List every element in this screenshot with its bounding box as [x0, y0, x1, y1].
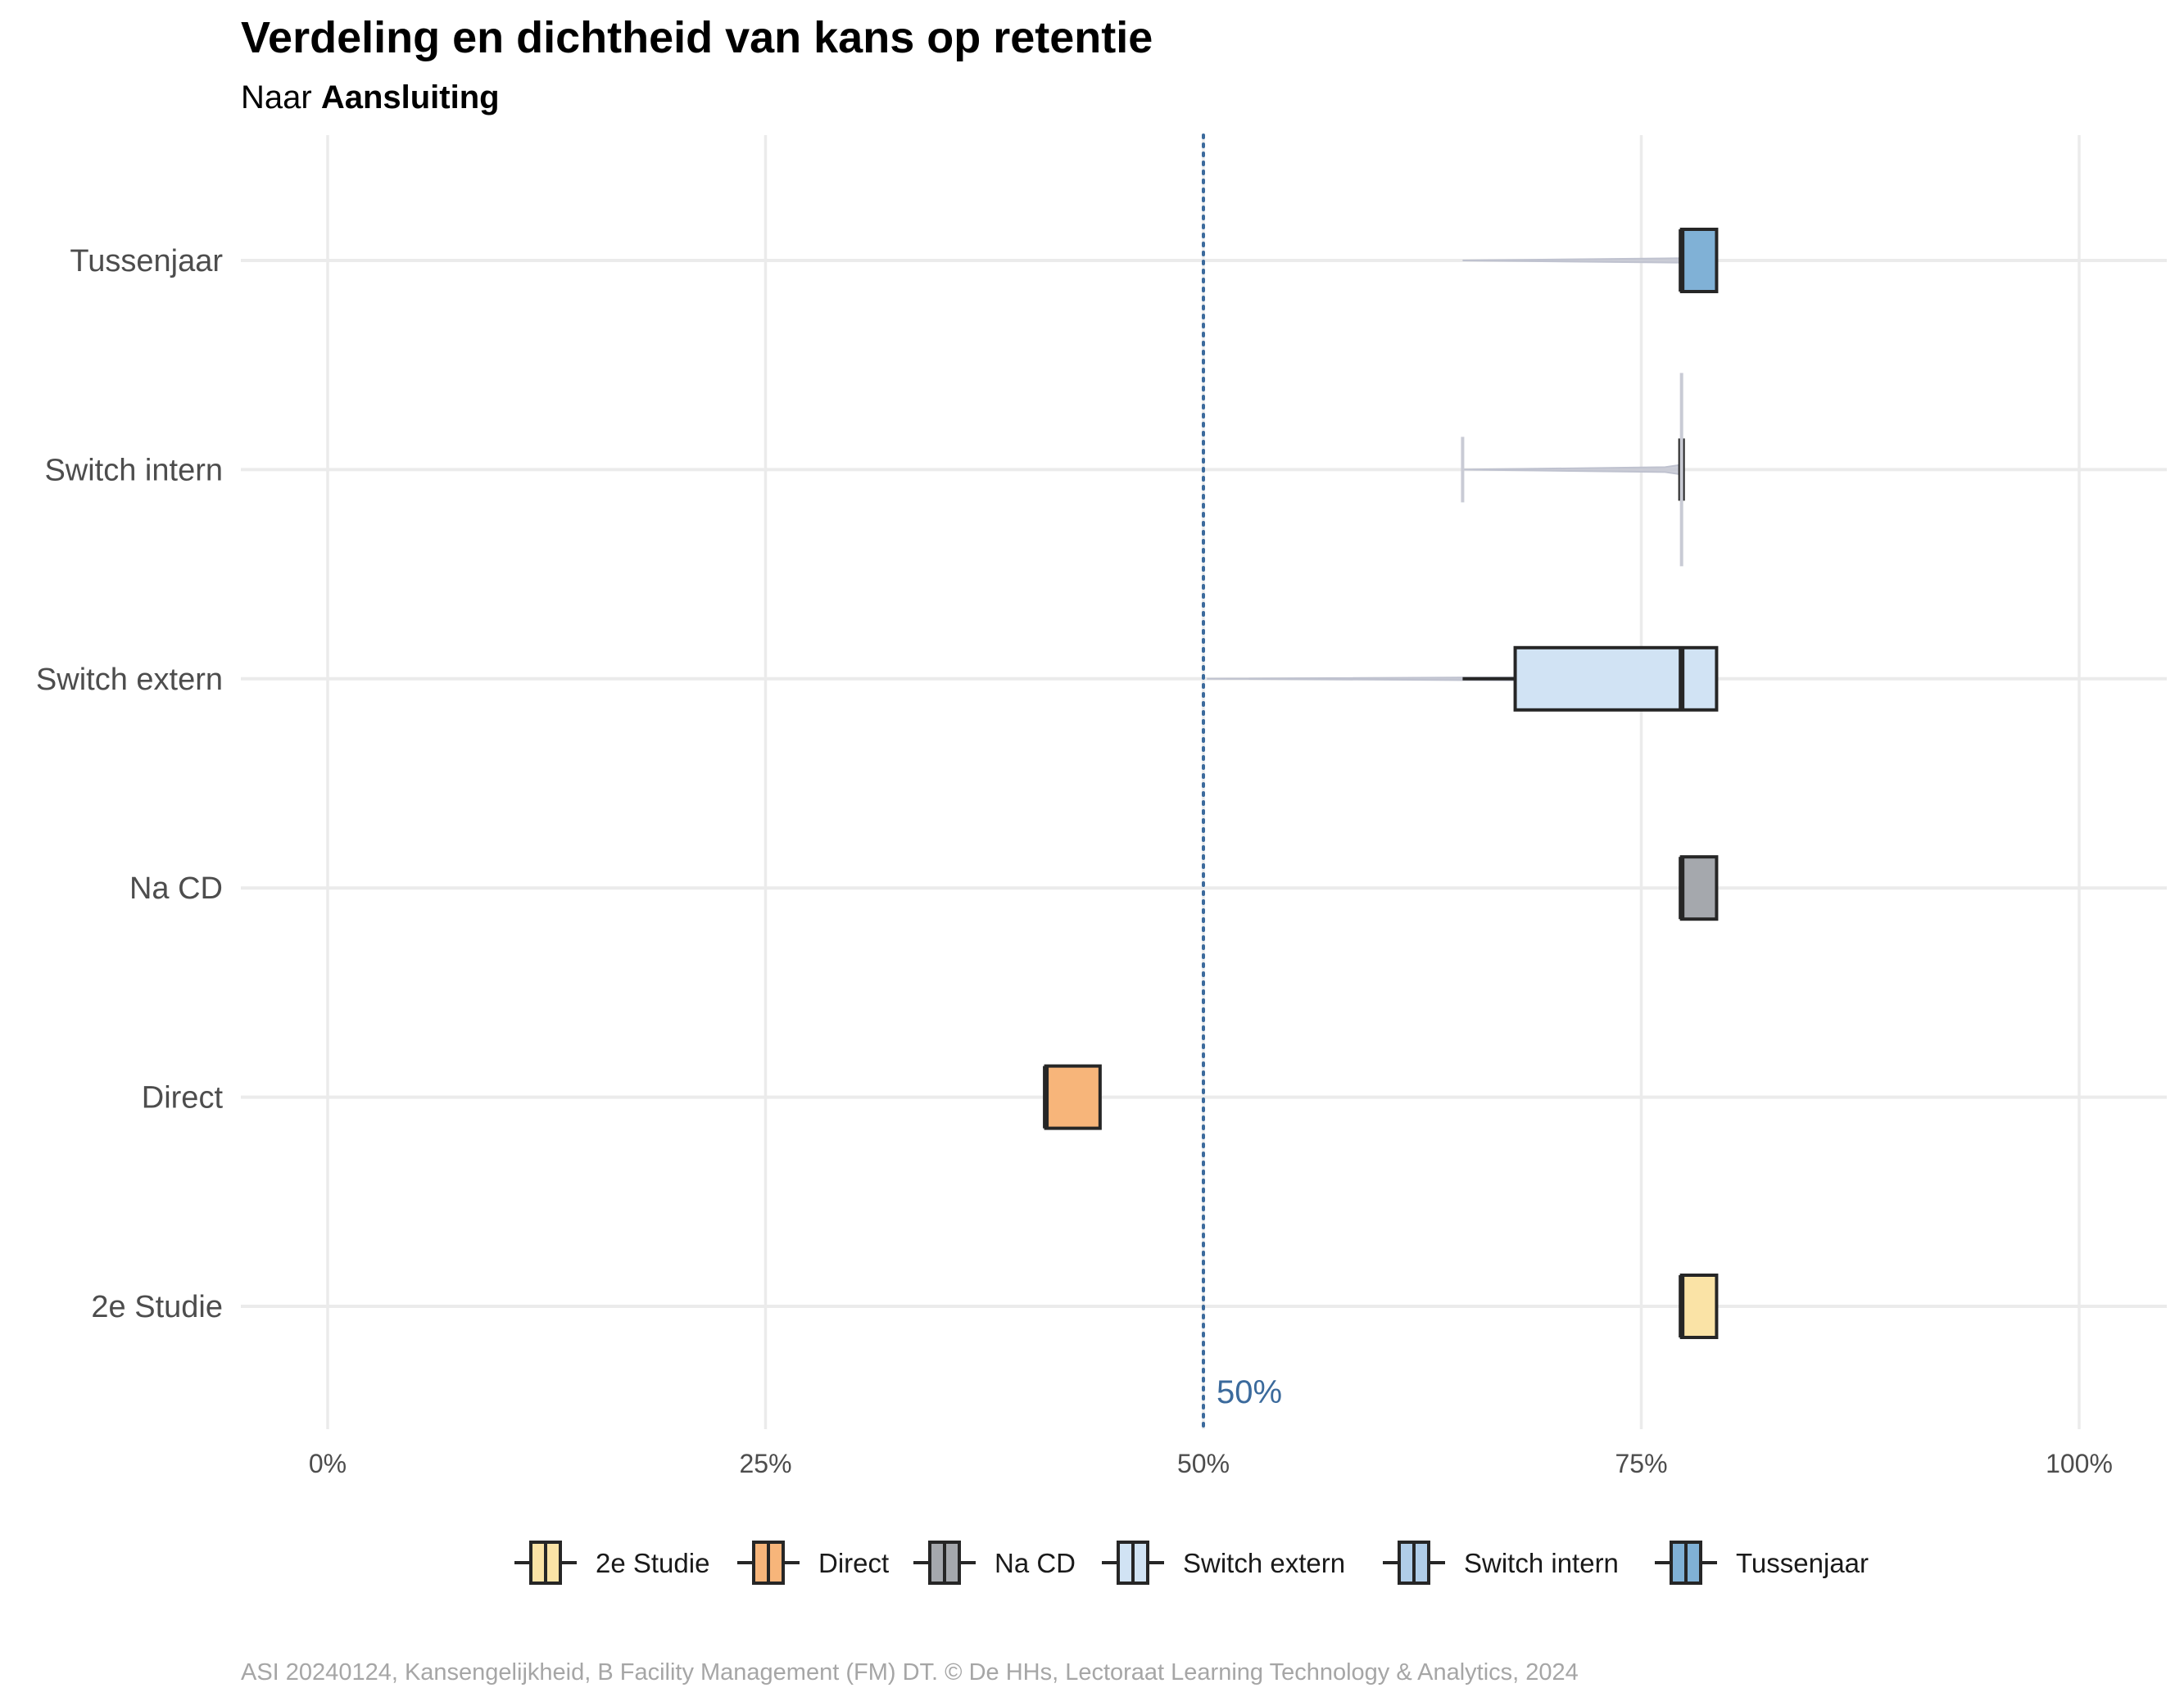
legend-label: Na CD	[995, 1548, 1076, 1578]
chart-title: Verdeling en dichtheid van kans op reten…	[241, 13, 1153, 62]
x-tick-label: 75%	[1615, 1449, 1667, 1478]
density-4	[1462, 464, 1683, 476]
box-switch-extern	[1207, 645, 1719, 712]
density-5	[1462, 254, 1718, 267]
legend-label: 2e Studie	[596, 1548, 709, 1578]
legend-label: Direct	[818, 1548, 889, 1578]
legend-label: Tussenjaar	[1736, 1548, 1869, 1578]
x-tick-label: 25%	[739, 1449, 791, 1478]
x-axis-tick-labels: 0% 25% 50% 75% 100%	[309, 1449, 2113, 1478]
x-tick-label: 100%	[2046, 1449, 2113, 1478]
box-tussenjaar	[1462, 228, 1719, 293]
legend-key-2e-studie: 2e Studie	[514, 1541, 709, 1585]
reference-line-label: 50%	[1217, 1374, 1282, 1410]
x-tick-label: 0%	[309, 1449, 347, 1478]
legend-label: Switch intern	[1464, 1548, 1619, 1578]
boxplot-marks	[1043, 228, 1719, 1339]
box-direct	[1043, 1064, 1102, 1130]
box-rect	[1679, 855, 1719, 921]
y-tick-label: Tussenjaar	[70, 244, 223, 278]
reference-line: 50%	[1202, 133, 1282, 1431]
y-tick-label: 2e Studie	[91, 1290, 223, 1324]
subtitle-prefix: Naar	[241, 79, 321, 115]
legend: 2e Studie Direct Na CD Switch extern Switch …	[514, 1541, 1869, 1585]
y-tick-label: Na CD	[129, 871, 223, 906]
chart-subtitle: Naar Aansluiting	[241, 79, 500, 115]
y-axis-tick-labels: 2e Studie Direct Na CD Switch extern Switch …	[36, 244, 224, 1324]
box-rect	[1679, 1274, 1719, 1339]
legend-key-tussenjaar: Tussenjaar	[1655, 1541, 1869, 1585]
legend-key-switch-intern: Switch intern	[1383, 1541, 1619, 1585]
x-tick-label: 50%	[1177, 1449, 1230, 1478]
legend-key-switch-extern: Switch extern	[1102, 1541, 1345, 1585]
box-rect	[1044, 1064, 1102, 1130]
chart-caption: ASI 20240124, Kansengelijkheid, B Facili…	[241, 1659, 1579, 1686]
y-tick-label: Direct	[142, 1081, 224, 1115]
box-2e-studie	[1679, 1274, 1719, 1339]
y-tick-label: Switch intern	[44, 453, 223, 487]
box-rect	[1513, 645, 1719, 712]
y-tick-label: Switch extern	[36, 663, 223, 697]
legend-key-direct: Direct	[737, 1541, 889, 1585]
subtitle-bold: Aansluiting	[321, 79, 500, 115]
box-switch-intern	[1462, 438, 1685, 501]
legend-key-na-cd: Na CD	[913, 1541, 1076, 1585]
box-rect	[1679, 228, 1719, 293]
box-na-cd	[1679, 855, 1719, 921]
legend-label: Switch extern	[1183, 1548, 1345, 1578]
